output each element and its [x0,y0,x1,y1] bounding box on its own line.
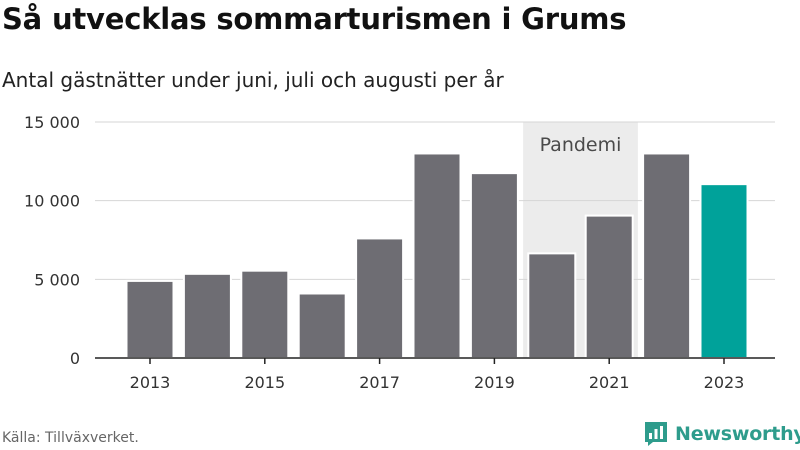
bar-highlight [699,183,749,359]
y-tick-label: 10 000 [24,192,80,211]
bar [240,269,290,359]
x-tick-label: 2023 [704,373,745,392]
x-tick-label: 2021 [589,373,630,392]
source-note: Källa: Tillväxverket. [2,430,139,446]
bar [125,279,175,360]
newsworthy-logo: Newsworthy [644,420,800,448]
chart-subtitle: Antal gästnätter under juni, juli och au… [2,68,504,92]
bar [297,292,347,360]
y-tick-label: 0 [70,349,80,368]
bar [355,237,405,359]
y-tick-label: 15 000 [24,113,80,132]
chart-title: Så utvecklas sommarturismen i Grums [2,2,627,36]
bar [584,214,634,359]
x-tick-label: 2013 [130,373,171,392]
brand-name: Newsworthy [675,423,800,445]
annotation-label: Pandemi [540,134,622,156]
bar [642,152,692,359]
x-tick-label: 2019 [474,373,515,392]
y-tick-label: 5 000 [34,270,80,289]
bar [527,252,577,359]
x-tick-label: 2017 [359,373,400,392]
bar [412,152,462,359]
bar [182,272,232,359]
bar-chart: Pandemi 0 5 000 10 000 15 000 2013 2015 2017 201… [24,113,775,392]
newsworthy-logo-icon [645,422,667,446]
bar [469,172,519,359]
x-tick-label: 2015 [244,373,285,392]
